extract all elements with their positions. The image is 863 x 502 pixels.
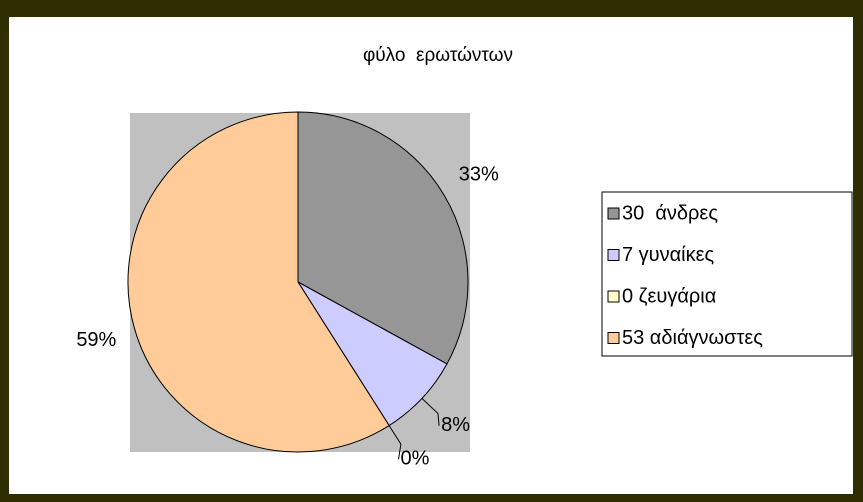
data-label: 0% — [401, 448, 430, 470]
leader-line — [388, 425, 402, 460]
legend-label: 53 αδιάγνωστες — [622, 327, 763, 349]
legend-label: 0 ζευγάρια — [622, 285, 716, 307]
pie-slice — [297, 111, 469, 365]
data-label: 8% — [441, 414, 470, 436]
legend-swatch — [607, 249, 620, 261]
legend-box — [601, 191, 853, 357]
legend-swatch — [607, 290, 620, 303]
data-label: 33% — [459, 163, 499, 185]
legend-label: 7 γυναίκες — [622, 244, 715, 266]
chart-title: φύλο ερωτώντων — [363, 45, 513, 66]
leader-line — [421, 398, 440, 426]
legend-label: 30 άνδρες — [622, 202, 718, 224]
legend-swatch — [607, 207, 620, 220]
pie-slice — [127, 111, 390, 453]
legend-swatch — [607, 332, 620, 344]
data-label: 59% — [76, 329, 116, 351]
